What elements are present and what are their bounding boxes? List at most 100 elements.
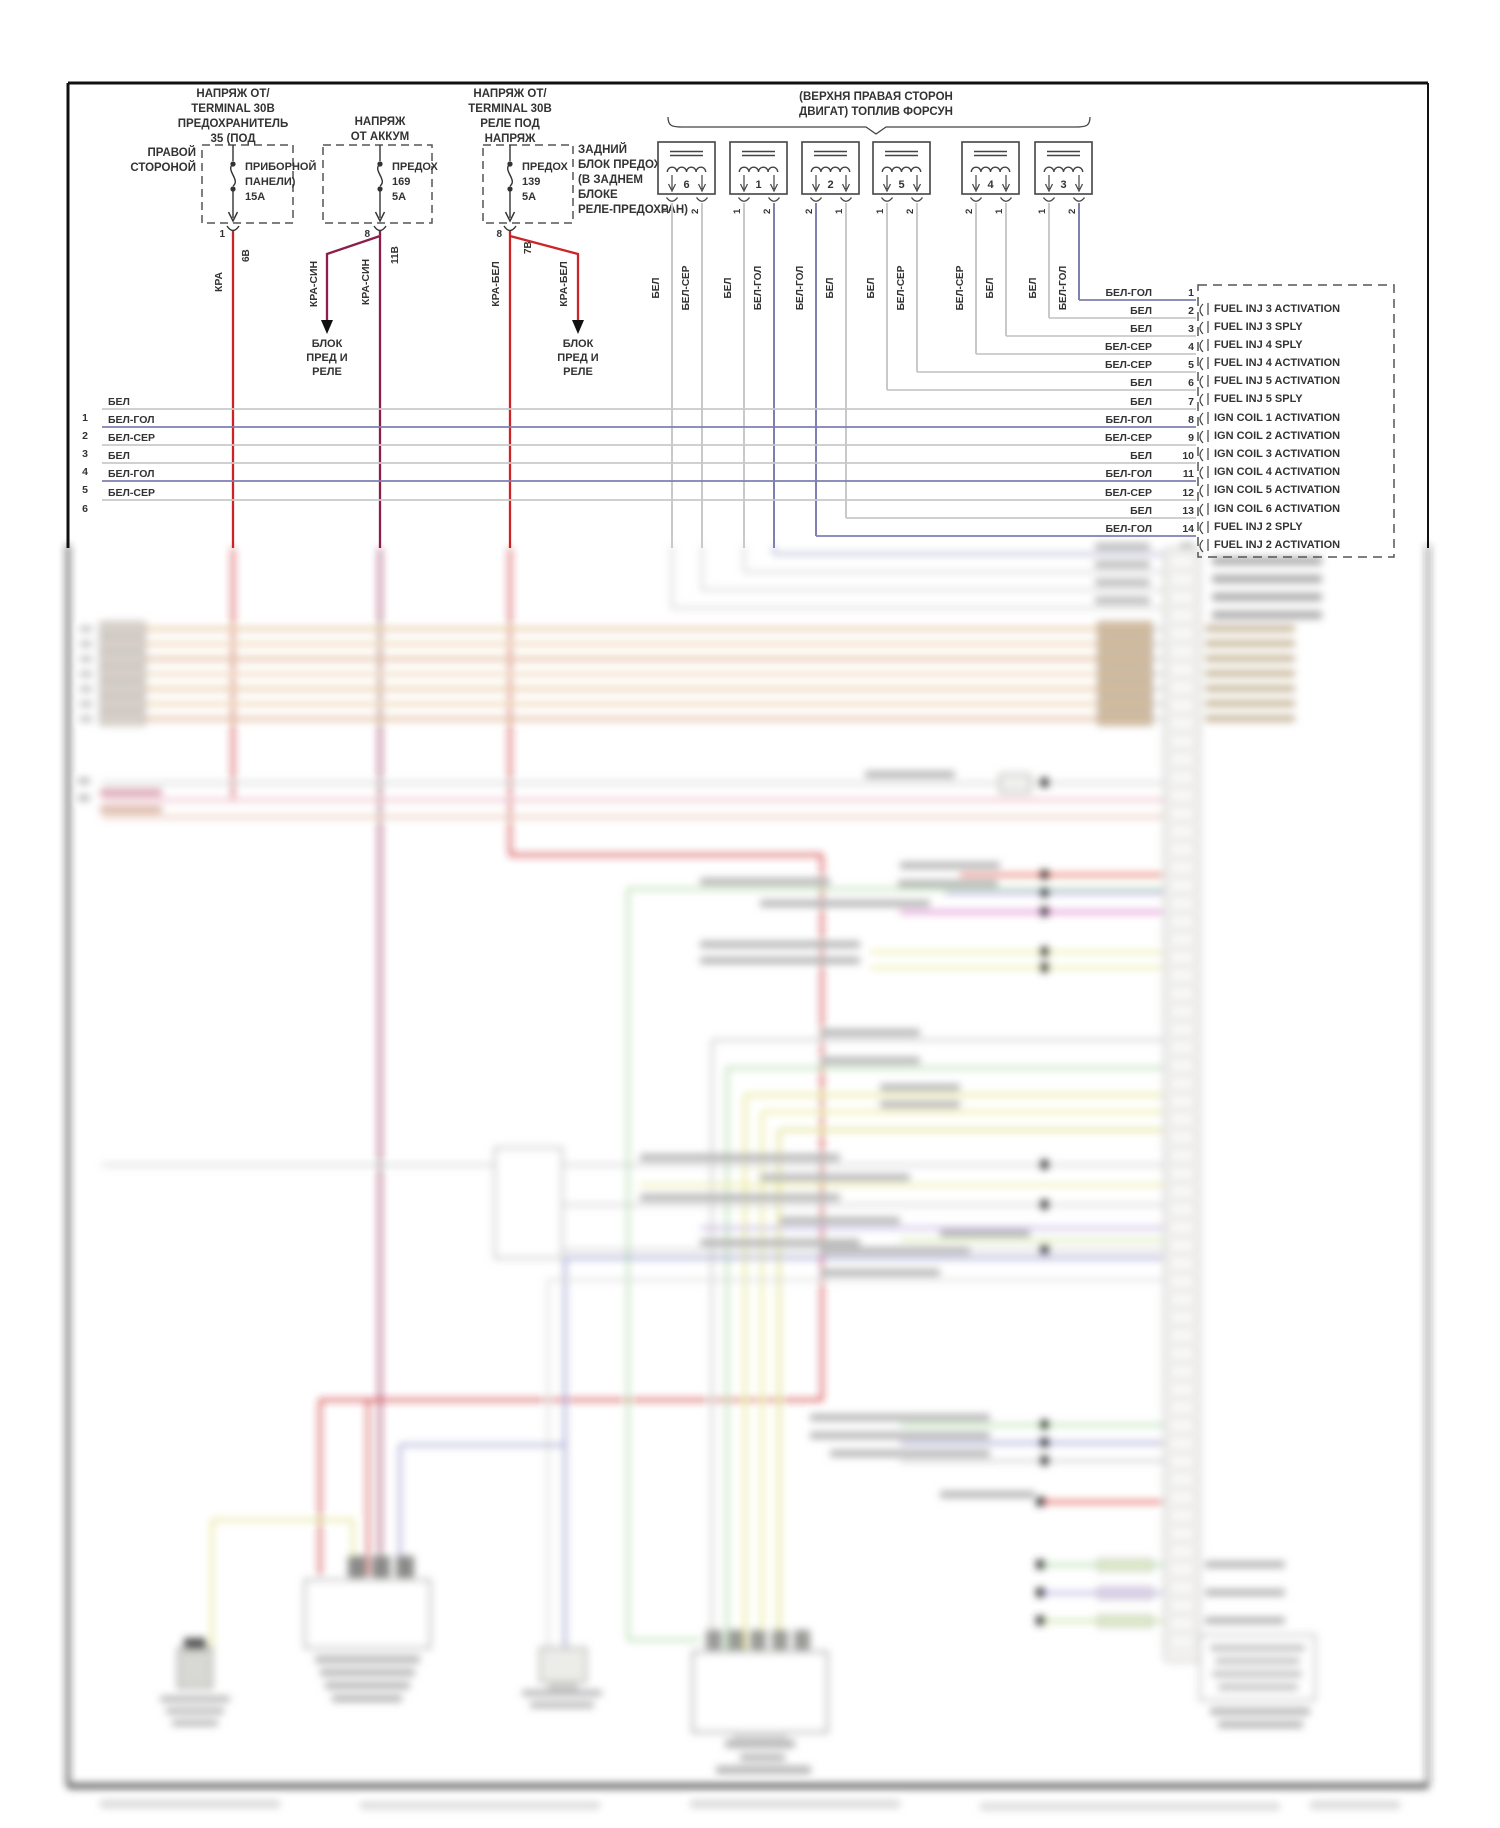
pin-dot — [1036, 1560, 1045, 1569]
fuse-2-dashed-box — [322, 144, 433, 224]
ecu-strip-cell — [1169, 1473, 1195, 1486]
wire-kra-sin-branch — [325, 234, 381, 320]
text-smudge — [530, 1702, 594, 1708]
left-row: 6 БЕЛ-СЕР — [82, 487, 155, 515]
text-smudge — [1205, 625, 1295, 632]
fuse-3-pin: 8 — [496, 229, 502, 240]
text-smudge — [780, 1217, 900, 1224]
fuse-2-header: НАПРЯЖ — [355, 116, 406, 128]
injector-group-label: ДВИГАТ) ТОПЛИВ ФОРСУН — [799, 106, 953, 118]
pin-dot — [1040, 963, 1049, 972]
injector-wire-color: БЕЛ — [651, 278, 662, 299]
text-smudge — [1215, 1658, 1300, 1664]
text-smudge — [1218, 1721, 1303, 1728]
component-box — [494, 1147, 563, 1259]
left-row: 4 БЕЛ — [82, 450, 130, 478]
fuse-1-label: ПАНЕЛИ) — [245, 176, 296, 188]
block-arrow-label: ПРЕД И — [557, 352, 598, 364]
fuse-1-dashed-box — [201, 144, 294, 224]
text-smudge — [332, 1695, 402, 1702]
fuse-1-terminal: 6В — [241, 249, 252, 262]
text-smudge — [315, 1656, 420, 1663]
pin-bracket-icon — [1199, 521, 1204, 535]
pin-bracket-icon — [737, 197, 751, 202]
text-smudge — [700, 957, 860, 964]
ecu-row-pin: 1 — [1188, 287, 1194, 299]
text-smudge — [100, 789, 162, 796]
ecu-row-wire-color: БЕЛ-СЕР — [1105, 341, 1152, 353]
pin-dot — [1036, 1616, 1045, 1625]
left-row-number: 5 — [82, 484, 88, 496]
injector-wire-color: БЕЛ-ГОЛ — [795, 266, 806, 310]
fuse-3-side-label: РЕЛЕ-ПРЕДОХРАН) — [578, 204, 688, 216]
connector-blob — [750, 1630, 766, 1650]
pin-dot — [1040, 870, 1049, 879]
text-smudge — [172, 1720, 218, 1726]
text-smudge — [980, 1803, 1280, 1810]
ecu-row-pin: 2 — [1188, 305, 1194, 317]
ecu-strip-cell — [1169, 627, 1195, 640]
ecu-strip-cell — [1169, 735, 1195, 748]
text-smudge — [1205, 700, 1295, 707]
ecu-row-label: IGN COIL 2 ACTIVATION — [1214, 430, 1340, 442]
component-box — [1199, 1634, 1316, 1701]
injector-number: 5 — [898, 179, 904, 191]
down-arrow-icon — [1001, 183, 1011, 193]
text-smudge — [898, 880, 998, 887]
fuse-3-side-label: (В ЗАДНЕМ — [578, 174, 643, 186]
injector-pin-number: 2 — [964, 209, 975, 214]
ecu-row-pin: 3 — [1188, 323, 1194, 335]
ecu-row-label: IGN COIL 5 ACTIVATION — [1214, 484, 1340, 496]
pin-dot — [1040, 778, 1049, 787]
ecu-strip-cell — [1169, 843, 1195, 856]
ecu-row-label: IGN COIL 1 ACTIVATION — [1214, 412, 1340, 424]
block-arrow-label: ПРЕД И — [306, 352, 347, 364]
left-row-number: 1 — [82, 412, 88, 424]
text-smudge — [166, 1708, 224, 1714]
right-connector-cell — [1097, 1558, 1153, 1572]
text-smudge — [1205, 1617, 1285, 1624]
injector-box — [872, 141, 931, 195]
left-connector-cell — [99, 696, 146, 711]
ecu-row-pin: 10 — [1182, 450, 1194, 462]
right-connector-cell — [1097, 681, 1153, 696]
ecu-strip-cell — [1169, 1221, 1195, 1234]
ecu-row: БЕЛ-СЕР 5 FUEL INJ 5 ACTIVATION — [917, 359, 1340, 389]
down-arrow-icon — [971, 183, 981, 193]
sharp-upper-diagram: НАПРЯЖ ОТ/ TERMINAL 30В ПРЕДОХРАНИТЕЛЬ 3… — [66, 81, 1429, 558]
left-row-number: 6 — [82, 503, 88, 515]
pin-dot — [1036, 1588, 1045, 1597]
ecu-dashed-box — [1197, 284, 1395, 558]
connector-bracket-icon — [373, 225, 387, 232]
text-smudge — [830, 1450, 990, 1457]
fuse-3-wire-label: КРА-БЕЛ — [490, 261, 502, 307]
component-box — [692, 1651, 828, 1733]
text-smudge — [360, 1802, 600, 1809]
ecu-row: БЕЛ-СЕР 9 IGN COIL 3 ACTIVATION — [102, 432, 1340, 462]
injector-box — [961, 141, 1020, 195]
ecu-row-pin: 12 — [1182, 487, 1194, 499]
ecu-strip-cell — [1169, 1059, 1195, 1072]
fuse-element-icon — [230, 163, 236, 187]
injector-pin-number: 1 — [875, 208, 886, 214]
pin-dot — [1040, 1160, 1049, 1169]
pin-dot — [1036, 1497, 1045, 1506]
ecu-row-label: FUEL INJ 5 ACTIVATION — [1214, 375, 1340, 387]
ecu-row: БЕЛ-ГОЛ 14 FUEL INJ 2 ACTIVATION — [816, 523, 1340, 553]
ecu-row-pin: 14 — [1182, 523, 1194, 535]
ecu-row: БЕЛ 2 FUEL INJ 3 SPLY — [1049, 305, 1303, 335]
blurred-lower-diagram — [66, 543, 1429, 1810]
fuse-1-header: TERMINAL 30В — [191, 103, 275, 115]
text-smudge — [740, 1754, 785, 1761]
left-row-number: 4 — [82, 466, 88, 478]
ecu-strip-cell — [1169, 717, 1195, 730]
pin-dot — [1040, 907, 1049, 916]
left-connector-cell — [99, 621, 146, 636]
fuse-element-icon — [507, 163, 513, 187]
ecu-strip-cell — [1169, 1203, 1195, 1216]
ecu-strip-cell — [1169, 1635, 1195, 1648]
down-arrow-icon — [739, 183, 749, 193]
ecu-strip-cell — [1169, 1023, 1195, 1036]
fuse-2-label: 5А — [392, 191, 406, 203]
text-smudge — [1095, 561, 1150, 568]
